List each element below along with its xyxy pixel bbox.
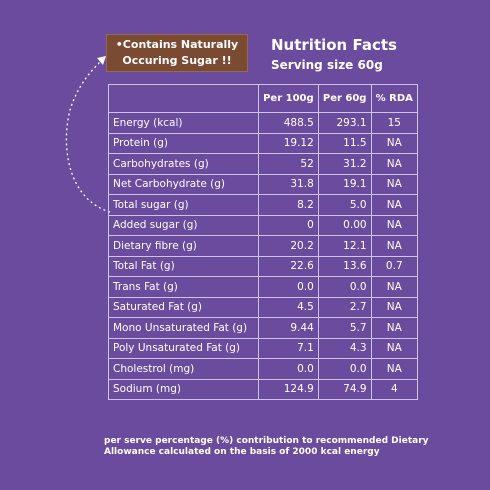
value-per60: 2.7: [317, 296, 372, 318]
table-row: Carbohydrates (g) 52 31.2 NA: [108, 153, 419, 175]
value-per60: 5.0: [317, 194, 372, 216]
table-row: Total Fat (g) 22.6 13.6 0.7: [108, 255, 419, 277]
value-rda: NA: [370, 214, 419, 236]
value-per100: 0.0: [258, 358, 319, 380]
value-per100: 0.0: [258, 276, 319, 298]
nutrient-name: Trans Fat (g): [108, 276, 259, 298]
serving-size: Serving size 60g: [271, 58, 383, 72]
nutrient-name: Total Fat (g): [108, 255, 259, 277]
value-rda: NA: [370, 337, 419, 359]
value-rda: NA: [370, 194, 419, 216]
table-row: Saturated Fat (g) 4.5 2.7 NA: [108, 296, 419, 318]
page-title: Nutrition Facts: [271, 36, 397, 54]
table-row: Total sugar (g) 8.2 5.0 NA: [108, 194, 419, 216]
value-per60: 5.7: [317, 317, 372, 339]
nutrient-name: Cholestrol (mg): [108, 358, 259, 380]
value-rda: NA: [370, 235, 419, 257]
value-rda: NA: [370, 296, 419, 318]
value-per60: 293.1: [317, 112, 372, 134]
header-rda: % RDA: [370, 84, 419, 113]
table-row: Dietary fibre (g) 20.2 12.1 NA: [108, 235, 419, 257]
value-rda: NA: [370, 317, 419, 339]
table-row: Added sugar (g) 0 0.00 NA: [108, 214, 419, 236]
nutrient-name: Saturated Fat (g): [108, 296, 259, 318]
table-row: Protein (g) 19.12 11.5 NA: [108, 132, 419, 154]
nutrient-name: Poly Unsaturated Fat (g): [108, 337, 259, 359]
table-row: Energy (kcal) 488.5 293.1 15: [108, 112, 419, 134]
value-per100: 0: [258, 214, 319, 236]
callout-line-1: •Contains Naturally: [115, 38, 239, 51]
value-per60: 74.9: [317, 378, 372, 400]
value-rda: NA: [370, 153, 419, 175]
value-per60: 0.0: [317, 358, 372, 380]
value-per60: 19.1: [317, 173, 372, 195]
table-row: Mono Unsaturated Fat (g) 9.44 5.7 NA: [108, 317, 419, 339]
nutrient-name: Total sugar (g): [108, 194, 259, 216]
value-rda: NA: [370, 276, 419, 298]
value-per60: 0.00: [317, 214, 372, 236]
value-per100: 9.44: [258, 317, 319, 339]
value-rda: 0.7: [370, 255, 419, 277]
table-header-row: Per 100g Per 60g % RDA: [108, 84, 419, 113]
nutrition-table: Per 100g Per 60g % RDA Energy (kcal) 488.…: [108, 84, 419, 400]
value-per100: 20.2: [258, 235, 319, 257]
value-per100: 7.1: [258, 337, 319, 359]
nutrient-name: Dietary fibre (g): [108, 235, 259, 257]
nutrient-name: Net Carbohydrate (g): [108, 173, 259, 195]
value-per60: 12.1: [317, 235, 372, 257]
nutrient-name: Energy (kcal): [108, 112, 259, 134]
header-name: [108, 84, 259, 113]
header-per100: Per 100g: [258, 84, 319, 113]
value-per60: 13.6: [317, 255, 372, 277]
table-row: Poly Unsaturated Fat (g) 7.1 4.3 NA: [108, 337, 419, 359]
table-row: Trans Fat (g) 0.0 0.0 NA: [108, 276, 419, 298]
value-per100: 488.5: [258, 112, 319, 134]
value-rda: NA: [370, 132, 419, 154]
value-per100: 52: [258, 153, 319, 175]
value-rda: NA: [370, 358, 419, 380]
value-per100: 31.8: [258, 173, 319, 195]
value-per60: 0.0: [317, 276, 372, 298]
nutrient-name: Added sugar (g): [108, 214, 259, 236]
value-per100: 19.12: [258, 132, 319, 154]
table-row: Cholestrol (mg) 0.0 0.0 NA: [108, 358, 419, 380]
nutrient-name: Sodium (mg): [108, 378, 259, 400]
nutrient-name: Mono Unsaturated Fat (g): [108, 317, 259, 339]
value-per60: 4.3: [317, 337, 372, 359]
value-per100: 22.6: [258, 255, 319, 277]
header-per60: Per 60g: [317, 84, 372, 113]
footnote: per serve percentage (%) contribution to…: [104, 436, 429, 457]
nutrient-name: Protein (g): [108, 132, 259, 154]
value-rda: 4: [370, 378, 419, 400]
value-per60: 11.5: [317, 132, 372, 154]
callout-line-2: Occuring Sugar !!: [122, 54, 232, 67]
table-row: Net Carbohydrate (g) 31.8 19.1 NA: [108, 173, 419, 195]
table-row: Sodium (mg) 124.9 74.9 4: [108, 378, 419, 400]
value-rda: 15: [370, 112, 419, 134]
value-rda: NA: [370, 173, 419, 195]
value-per100: 8.2: [258, 194, 319, 216]
value-per60: 31.2: [317, 153, 372, 175]
sugar-callout: •Contains Naturally Occuring Sugar !!: [106, 34, 248, 72]
value-per100: 4.5: [258, 296, 319, 318]
nutrient-name: Carbohydrates (g): [108, 153, 259, 175]
value-per100: 124.9: [258, 378, 319, 400]
